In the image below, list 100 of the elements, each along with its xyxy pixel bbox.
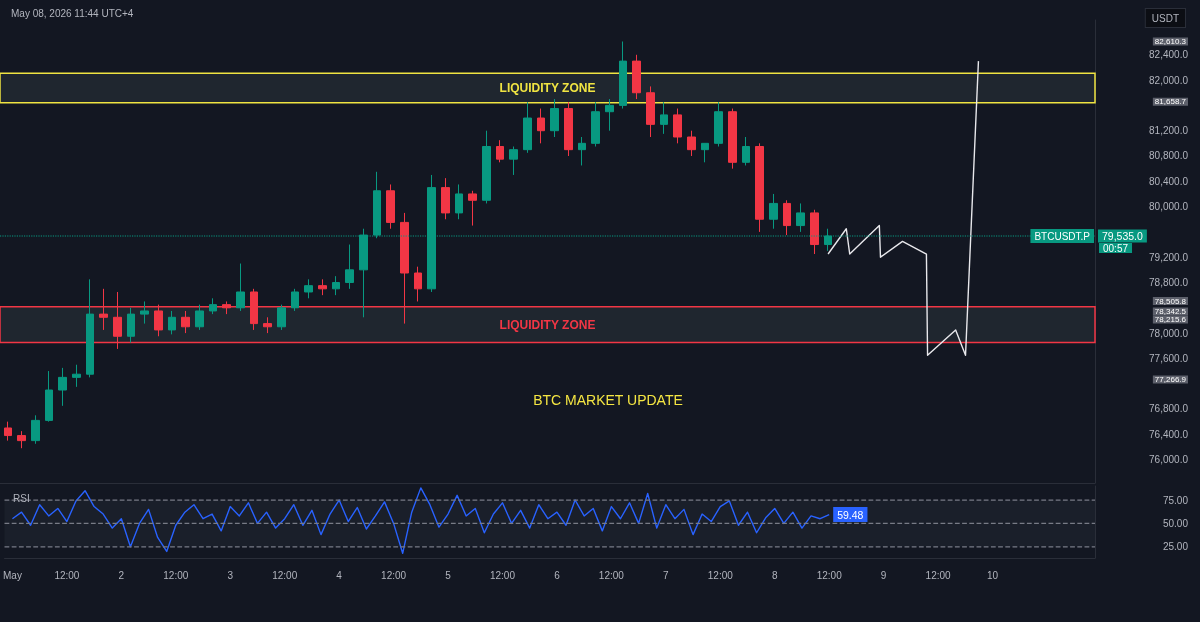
- candlestick: [277, 304, 286, 331]
- candlestick: [291, 288, 299, 312]
- y-tick-label: 76,800.0: [1149, 403, 1189, 415]
- candlestick: [687, 130, 696, 157]
- candlestick: [496, 139, 504, 163]
- candlestick: [796, 202, 805, 233]
- x-tick-label: 12:00: [489, 569, 516, 581]
- x-tick-label: 12:00: [381, 569, 407, 581]
- candlestick: [482, 130, 491, 204]
- chart-subtitle: May 08, 2026 11:44 UTC+4: [11, 7, 134, 19]
- band-label: LIQUIDITY ZONE: [499, 81, 596, 95]
- candlestick: [345, 244, 354, 290]
- y-tick-label: 76,400.0: [1149, 428, 1189, 440]
- x-tick-label: 7: [663, 569, 670, 581]
- candlestick: [578, 136, 586, 166]
- candlestick: [455, 183, 463, 220]
- candlestick: [509, 146, 518, 176]
- candlestick: [783, 199, 791, 236]
- y-tick-label: 80,000.0: [1149, 201, 1189, 213]
- candlestick: [72, 364, 81, 388]
- candlestick: [414, 266, 422, 302]
- candlestick: [523, 101, 532, 154]
- y-tick-label: 75.00: [1162, 494, 1189, 506]
- candlestick: [673, 108, 682, 144]
- candlestick: [45, 370, 53, 423]
- candlestick: [591, 101, 600, 147]
- candlestick: [4, 421, 12, 442]
- x-tick-label: 10: [986, 569, 999, 581]
- ref-line-label: 79,535.0: [1102, 230, 1144, 242]
- candlestick: [332, 275, 340, 296]
- candlestick: [660, 101, 668, 135]
- y-tick-label: 79,200.0: [1149, 251, 1189, 263]
- candlestick: [701, 142, 709, 163]
- x-tick-label: 6: [554, 569, 561, 581]
- line-series: [827, 60, 980, 356]
- y-tick-label: 80,800.0: [1149, 150, 1189, 162]
- y-tick-label: 81,200.0: [1149, 125, 1189, 137]
- y-tick-label: 82,610.3: [1154, 36, 1187, 46]
- candlestick: [318, 278, 327, 296]
- y-tick-label: 76,000.0: [1149, 454, 1189, 466]
- x-tick-label: 12:00: [707, 569, 734, 581]
- candlestick: [181, 310, 190, 334]
- y-tick-label: 82,400.0: [1149, 49, 1189, 61]
- candlestick: [209, 297, 217, 315]
- band-label: LIQUIDITY ZONE: [499, 317, 596, 332]
- candlestick: [304, 278, 313, 299]
- data-label: 59.48: [837, 508, 864, 521]
- y-tick-label: 78,000.0: [1149, 327, 1189, 339]
- y-tick-label: 78,505.8: [1154, 296, 1187, 306]
- candlestick: [646, 85, 655, 138]
- candlestick: [564, 101, 573, 157]
- y-tick-label: 82,000.0: [1149, 74, 1189, 86]
- text: BTC MARKET UPDATE: [533, 392, 683, 408]
- x-tick-label: 12:00: [816, 569, 843, 581]
- candlestick: [537, 108, 545, 144]
- candlestick: [168, 310, 176, 335]
- text: 00:57: [1103, 242, 1129, 254]
- x-tick-label: 4: [336, 569, 343, 581]
- candlestick: [714, 101, 723, 147]
- x-tick-label: 12:00: [163, 569, 189, 581]
- y-tick-label: 77,600.0: [1149, 352, 1189, 364]
- candlestick: [468, 190, 477, 227]
- y-tick-label: 78,800.0: [1149, 276, 1189, 288]
- y-tick-label: 78,342.5: [1154, 306, 1187, 316]
- x-tick-label: 12:00: [598, 569, 625, 581]
- x-tick-label: 2: [118, 569, 125, 581]
- candlestick: [755, 142, 764, 233]
- line-series: [11, 487, 830, 555]
- x-tick-label: 12:00: [925, 569, 952, 581]
- candlestick: [605, 98, 614, 132]
- x-tick-label: May: [2, 569, 22, 581]
- candlestick: [769, 193, 778, 230]
- candlestick: [17, 430, 26, 449]
- candlestick: [441, 177, 450, 220]
- y-tick-label: 25.00: [1162, 541, 1189, 553]
- y-tick-label: 50.00: [1162, 517, 1189, 529]
- x-tick-label: 12:00: [54, 569, 80, 581]
- text: USDT: [1151, 12, 1180, 24]
- x-tick-label: 8: [771, 569, 778, 581]
- candlestick: [195, 304, 204, 331]
- candlestick: [31, 414, 40, 445]
- candlestick: [728, 108, 737, 170]
- y-tick-label: 77,266.9: [1154, 374, 1187, 384]
- candlestick: [386, 183, 395, 230]
- candlestick: [58, 367, 67, 407]
- annotation: BTCUSDT.P: [1034, 230, 1091, 242]
- y-tick-label: 81,658.7: [1154, 97, 1187, 107]
- candlestick: [236, 263, 245, 312]
- text: RSI: [13, 492, 30, 504]
- candlestick: [263, 316, 272, 334]
- x-tick-label: 3: [227, 569, 234, 581]
- y-tick-label: 80,400.0: [1149, 175, 1189, 187]
- y-tick-label: 78,215.6: [1154, 314, 1187, 324]
- candlestick: [140, 300, 149, 325]
- candlestick: [810, 209, 819, 255]
- x-tick-label: 12:00: [272, 569, 298, 581]
- candlestick: [86, 278, 94, 378]
- candlestick: [742, 136, 750, 166]
- x-tick-label: 5: [445, 569, 452, 581]
- candlestick: [127, 307, 135, 344]
